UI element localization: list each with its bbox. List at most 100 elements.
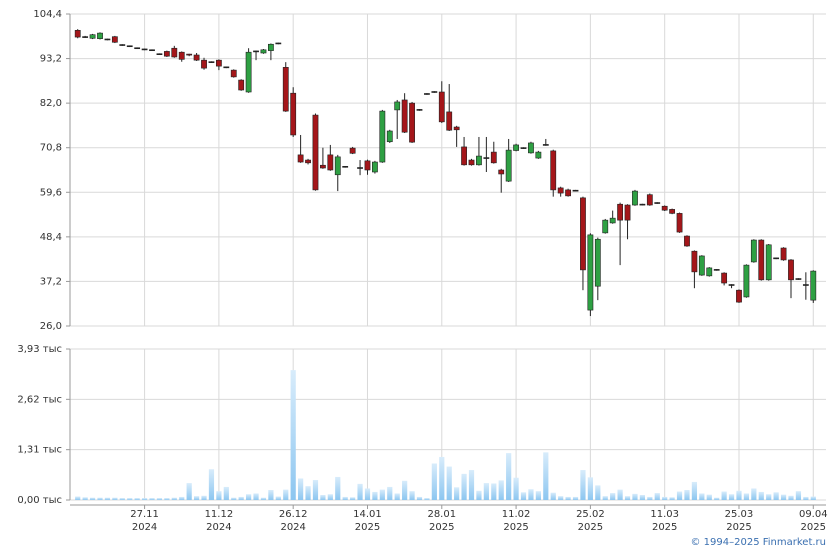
volume-bar bbox=[305, 486, 311, 500]
volume-bar bbox=[223, 486, 229, 500]
volume-bar bbox=[409, 491, 415, 500]
candle-body bbox=[520, 147, 527, 149]
candle-body bbox=[134, 47, 141, 50]
volume-bar bbox=[595, 485, 601, 500]
candle-body bbox=[327, 154, 334, 171]
candle-body bbox=[141, 48, 148, 51]
candle-body bbox=[557, 187, 564, 194]
candle-body bbox=[386, 130, 393, 143]
candle-body bbox=[409, 102, 415, 143]
candle-body bbox=[788, 259, 794, 281]
volume-bar bbox=[246, 494, 252, 500]
volume-bar bbox=[186, 483, 192, 500]
candle-body bbox=[416, 109, 423, 111]
candle-body bbox=[639, 203, 646, 206]
volume-bar bbox=[320, 495, 326, 500]
volume-bar bbox=[803, 496, 809, 500]
candle-body bbox=[802, 284, 809, 286]
candle-body bbox=[461, 146, 467, 166]
x-tick-label: 11.02 bbox=[502, 509, 531, 520]
candle-body bbox=[810, 270, 817, 301]
volume-bar bbox=[335, 476, 341, 500]
volume-bar bbox=[483, 483, 489, 500]
x-tick-label-year: 2024 bbox=[280, 522, 305, 533]
candle-body bbox=[267, 43, 274, 51]
volume-bar bbox=[208, 469, 215, 500]
volume-bar bbox=[216, 491, 222, 500]
volume-bar bbox=[558, 496, 564, 500]
volume-bar bbox=[780, 494, 787, 500]
candle-body bbox=[758, 239, 765, 281]
volume-bar bbox=[231, 497, 237, 500]
candle-body bbox=[349, 147, 356, 154]
volume-bar bbox=[699, 493, 705, 500]
volume-bar bbox=[535, 491, 541, 500]
candle-body bbox=[104, 38, 111, 41]
volume-bar bbox=[513, 477, 519, 500]
candle-body bbox=[632, 190, 638, 206]
volume-bar bbox=[751, 488, 757, 500]
candle-body bbox=[646, 194, 653, 206]
candle-body bbox=[773, 257, 780, 260]
volume-bar bbox=[743, 493, 750, 500]
candle-body bbox=[163, 51, 170, 57]
candle-body bbox=[320, 164, 326, 169]
candle-body bbox=[780, 247, 787, 261]
candle-body bbox=[587, 234, 594, 311]
y-tick-label: 93,2 bbox=[40, 54, 62, 65]
volume-bar bbox=[357, 483, 363, 500]
volume-bar bbox=[112, 497, 118, 500]
volume-bar bbox=[283, 489, 289, 500]
volume-bar bbox=[736, 490, 742, 500]
candle-body bbox=[379, 110, 386, 163]
volume-bar bbox=[298, 478, 304, 500]
candle-body bbox=[334, 156, 341, 176]
candle-body bbox=[275, 42, 282, 45]
y-tick-label: 104,4 bbox=[33, 9, 62, 20]
candle-body bbox=[654, 202, 661, 204]
volume-bar bbox=[647, 496, 653, 500]
volume-bar bbox=[327, 494, 333, 500]
volume-bar bbox=[565, 496, 571, 500]
volume-bar bbox=[201, 495, 207, 500]
volume-bar bbox=[439, 456, 445, 500]
candle-body bbox=[765, 244, 772, 281]
x-tick-label: 27.11 bbox=[130, 509, 159, 520]
volume-bar bbox=[520, 492, 527, 500]
volume-bar bbox=[587, 477, 593, 500]
volume-bar bbox=[676, 491, 683, 500]
volume-bar bbox=[179, 496, 185, 500]
volume-bar bbox=[394, 493, 400, 500]
volume-bar bbox=[431, 463, 437, 500]
volume-bar bbox=[669, 497, 675, 500]
volume-bar bbox=[728, 494, 735, 500]
volume-bar bbox=[379, 489, 385, 500]
candle-body bbox=[282, 67, 289, 112]
x-tick-label-year: 2025 bbox=[726, 522, 751, 533]
candle-body bbox=[728, 284, 735, 286]
copyright: © 1994–2025 Finmarket.ru bbox=[690, 537, 826, 548]
x-tick-label: 09.04 bbox=[799, 509, 828, 520]
candle-body bbox=[305, 159, 311, 164]
y-tick-label: 70,8 bbox=[40, 143, 62, 154]
volume-bar bbox=[312, 480, 319, 500]
candle-body bbox=[178, 51, 185, 60]
candle-body bbox=[253, 50, 259, 53]
candle-body bbox=[394, 101, 401, 111]
volume-bar bbox=[268, 490, 274, 500]
candle-body bbox=[676, 213, 683, 233]
volume-bar bbox=[602, 496, 608, 500]
volume-bar bbox=[684, 490, 690, 500]
candle-body bbox=[357, 167, 363, 169]
candle-body bbox=[186, 53, 193, 56]
volume-bar bbox=[193, 496, 200, 500]
y-tick-label: 1,31 тыс bbox=[17, 445, 62, 456]
volume-bar bbox=[171, 497, 177, 500]
volume-bar bbox=[788, 495, 794, 500]
candle-body bbox=[572, 189, 579, 192]
volume-bar bbox=[572, 496, 579, 500]
candle-body bbox=[208, 61, 215, 63]
x-tick-label-year: 2025 bbox=[801, 522, 826, 533]
volume-bar bbox=[773, 492, 779, 500]
y-tick-label: 2,62 тыс bbox=[17, 394, 62, 405]
